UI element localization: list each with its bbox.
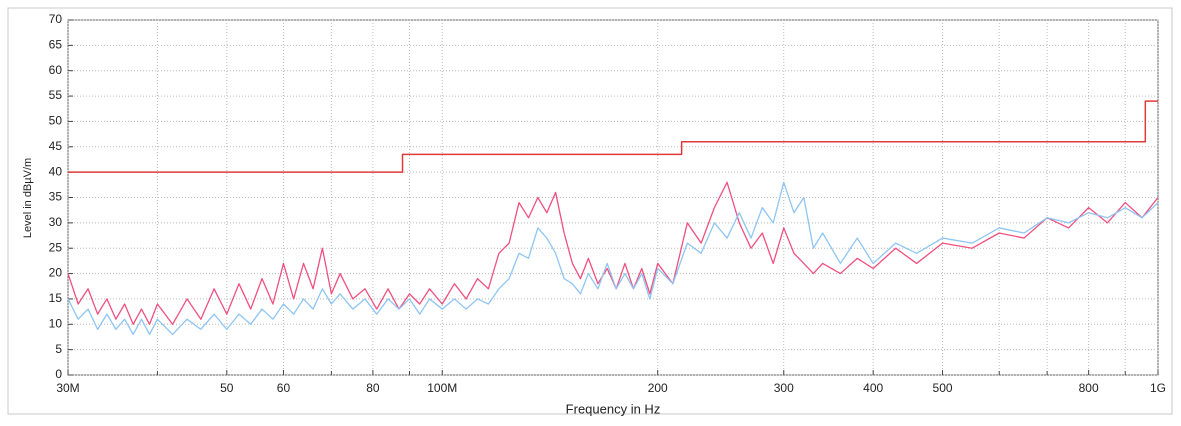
x-tick-label: 60 [277, 381, 291, 395]
y-tick-label: 0 [55, 367, 62, 381]
trace [67, 181, 1159, 336]
x-tick-label: 1G [1150, 381, 1166, 395]
x-tick-label: 500 [933, 381, 953, 395]
x-tick-label: 80 [366, 381, 380, 395]
y-tick-label: 70 [49, 12, 63, 26]
y-tick-label: 20 [49, 266, 63, 280]
y-tick-label: 65 [49, 38, 63, 52]
x-tick-label: 200 [648, 381, 668, 395]
y-tick-label: 45 [49, 139, 63, 153]
y-tick-label: 30 [49, 215, 63, 229]
plot-area [67, 19, 1159, 376]
x-axis-label: Frequency in Hz [566, 401, 661, 416]
y-tick-label: 50 [49, 114, 63, 128]
y-tick-label: 5 [55, 342, 62, 356]
x-tick-label: 50 [220, 381, 234, 395]
x-tick-label: 30M [56, 381, 79, 395]
frame [7, 7, 1173, 415]
y-tick-label: 60 [49, 63, 63, 77]
x-tick-label: 100M [427, 381, 457, 395]
limit-line [68, 100, 1158, 173]
trace [67, 181, 1159, 325]
y-tick-label: 35 [49, 190, 63, 204]
x-tick-label: 800 [1079, 381, 1099, 395]
y-axis-label: Level in dBµV/m [22, 158, 34, 238]
y-tick-label: 15 [49, 291, 63, 305]
y-tick-label: 25 [49, 240, 63, 254]
y-tick-label: 40 [49, 164, 63, 178]
y-tick-label: 55 [49, 88, 63, 102]
x-tick-label: 300 [774, 381, 794, 395]
y-tick-label: 10 [49, 316, 63, 330]
x-tick-label: 400 [863, 381, 883, 395]
